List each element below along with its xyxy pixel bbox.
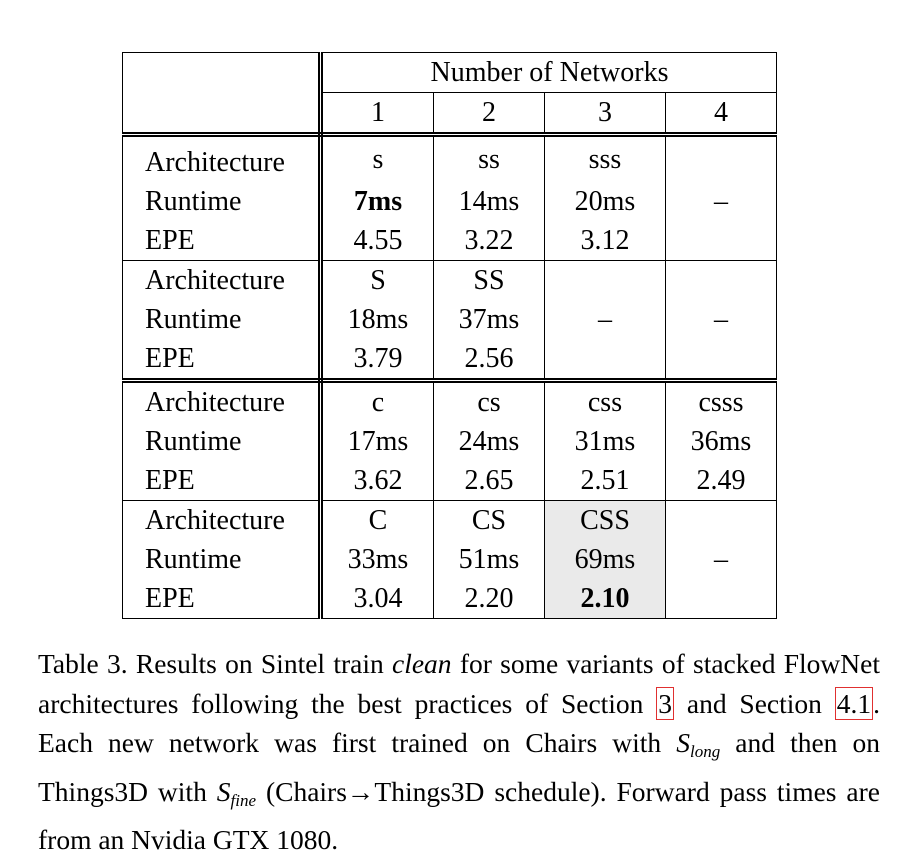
column-header: 4 <box>665 92 777 137</box>
results-table: Number of Networks 1 2 3 4 Architecture … <box>122 52 777 619</box>
table-cell: C <box>320 500 434 540</box>
table-cell <box>665 221 777 261</box>
table-cell: 2.51 <box>544 461 666 501</box>
table-cell: 2.56 <box>433 339 545 383</box>
math-subscript: long <box>689 742 721 761</box>
table-cell: 3.62 <box>320 461 434 501</box>
row-label: Runtime <box>122 300 323 339</box>
table-cell: 37ms <box>433 300 545 339</box>
math-symbol: Sfine <box>216 775 257 810</box>
table-cell <box>665 339 777 383</box>
table-cell: 3.12 <box>544 221 666 261</box>
row-label: EPE <box>122 461 323 501</box>
header-empty-cell <box>122 52 323 93</box>
table-cell: 4.55 <box>320 221 434 261</box>
table-cell: SS <box>433 260 545 300</box>
column-header: 3 <box>544 92 666 137</box>
table-cell: c <box>320 380 434 422</box>
table-caption: Table 3. Results on Sintel train clean f… <box>38 644 880 860</box>
table-cell: 24ms <box>433 422 545 461</box>
table-cell-best-highlighted: 2.10 <box>544 579 666 619</box>
table-cell: S <box>320 260 434 300</box>
math-symbol: Slong <box>676 727 721 761</box>
table-row: EPE 3.04 2.20 2.10 <box>122 579 777 619</box>
column-header: 2 <box>433 92 545 137</box>
table-row: Architecture s ss sss <box>122 134 777 182</box>
table-cell: 20ms <box>544 182 666 221</box>
table-cell: 2.20 <box>433 579 545 619</box>
table-row: EPE 3.79 2.56 <box>122 339 777 383</box>
table-row: Runtime 7ms 14ms 20ms – <box>122 182 777 221</box>
table-cell: ss <box>433 134 545 182</box>
row-label: Runtime <box>122 540 323 579</box>
table-cell: 17ms <box>320 422 434 461</box>
table-cell: 3.04 <box>320 579 434 619</box>
table-cell-highlighted: 69ms <box>544 540 666 579</box>
table-row: Runtime 17ms 24ms 31ms 36ms <box>122 422 777 461</box>
table-cell: 2.49 <box>665 461 777 501</box>
row-label: Runtime <box>122 182 323 221</box>
caption-text: and Section <box>674 687 835 719</box>
table-cell: 2.65 <box>433 461 545 501</box>
table-cell: 33ms <box>320 540 434 579</box>
table-cell: – <box>665 182 777 221</box>
table-cell: CS <box>433 500 545 540</box>
table-cell: css <box>544 380 666 422</box>
header-group-label: Number of Networks <box>320 52 777 93</box>
table-cell <box>665 500 777 540</box>
row-label: Architecture <box>122 260 323 300</box>
table-cell: 3.79 <box>320 339 434 383</box>
row-label: Architecture <box>122 134 323 182</box>
table-cell: 51ms <box>433 540 545 579</box>
column-header: 1 <box>320 92 434 137</box>
table-row: Runtime 33ms 51ms 69ms – <box>122 540 777 579</box>
math-symbol-base: S <box>676 727 690 758</box>
table-cell: csss <box>665 380 777 422</box>
header-empty-cell <box>122 92 323 137</box>
table-row: Architecture C CS CSS <box>122 500 777 540</box>
caption-text: for some variants of stacked FlowNet arc… <box>38 648 880 719</box>
row-label: EPE <box>122 579 323 619</box>
section-reference-link[interactable]: 4.1 <box>834 686 874 720</box>
table-row: EPE 4.55 3.22 3.12 <box>122 221 777 261</box>
caption-text: . Each new network was first trained on … <box>38 687 880 759</box>
table-cell: – <box>665 300 777 339</box>
table-cell: s <box>320 134 434 182</box>
table-cell: 14ms <box>433 182 545 221</box>
table-cell: – <box>544 300 666 339</box>
section-reference-link[interactable]: 3 <box>656 686 675 720</box>
row-label: Architecture <box>122 500 323 540</box>
row-label: Runtime <box>122 422 323 461</box>
caption-text: Table 3. Results on Sintel train <box>38 648 392 679</box>
table-cell-best: 7ms <box>320 182 434 221</box>
row-label: EPE <box>122 221 323 261</box>
table-cell <box>665 134 777 182</box>
table-cell <box>665 260 777 300</box>
table-cell: 18ms <box>320 300 434 339</box>
table-cell: 36ms <box>665 422 777 461</box>
table-cell <box>544 339 666 383</box>
table-row: Architecture S SS <box>122 260 777 300</box>
table-cell: sss <box>544 134 666 182</box>
row-label: EPE <box>122 339 323 383</box>
table-row: Architecture c cs css csss <box>122 380 777 422</box>
math-symbol-base: S <box>216 775 231 807</box>
table-row: EPE 3.62 2.65 2.51 2.49 <box>122 461 777 501</box>
table-cell: 31ms <box>544 422 666 461</box>
table-cell <box>665 579 777 619</box>
row-label: Architecture <box>122 380 323 422</box>
table-cell-highlighted: CSS <box>544 500 666 540</box>
caption-emphasis: clean <box>392 648 452 679</box>
table-cell <box>544 260 666 300</box>
caption-text: (Chairs→Things3D schedule). Forward pass… <box>38 775 880 856</box>
table-cell: 3.22 <box>433 221 545 261</box>
math-subscript: fine <box>230 790 257 810</box>
table-cell: cs <box>433 380 545 422</box>
table-cell: – <box>665 540 777 579</box>
caption-text: and then on Things3D with <box>38 727 880 807</box>
table-row: Runtime 18ms 37ms – – <box>122 300 777 339</box>
